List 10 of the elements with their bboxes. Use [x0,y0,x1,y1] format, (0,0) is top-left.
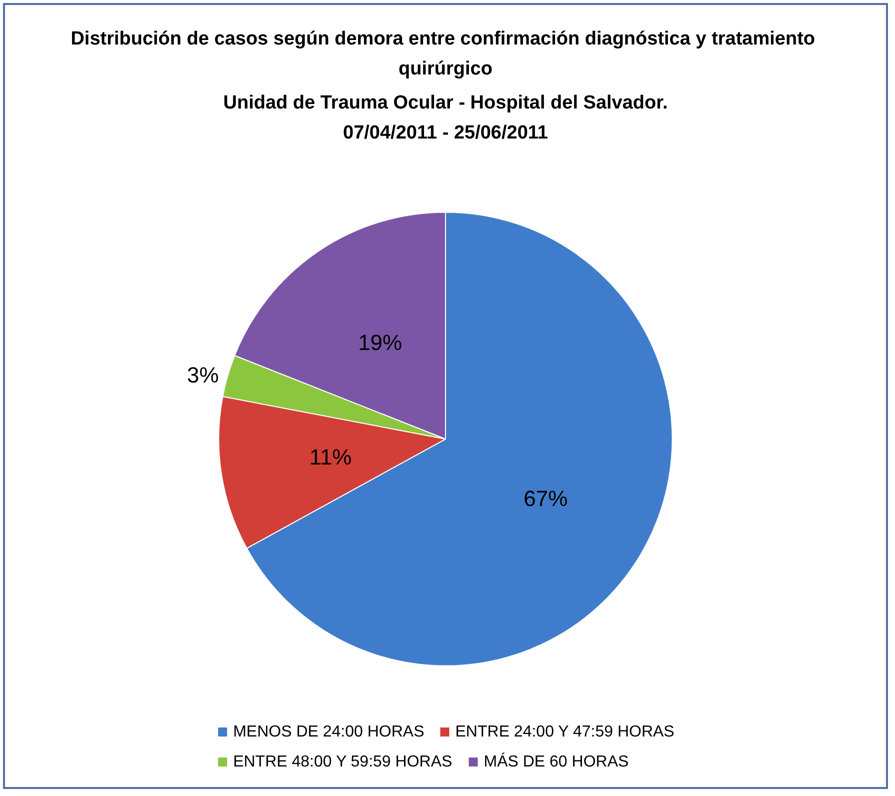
legend-label: MENOS DE 24:00 HORAS [233,724,424,740]
data-label: 19% [358,330,402,356]
data-label: 67% [524,486,568,511]
legend-label: ENTRE 24:00 Y 47:59 HORAS [455,724,674,740]
data-label: 3% [187,362,219,388]
data-label: 11% [309,444,352,470]
chart-title: Distribución de casos según demora entre confirmación diagnóstica y tratamiento quirúrgico [70,28,820,80]
chart-subtitle: Unidad de Trauma Ocular - Hospital del Salvador. 07/04/2011 - 25/06/2011 [223,92,668,144]
legend-label: ENTRE 48:00 Y 59:59 HORAS [233,754,452,770]
legend-label: MÁS DE 60 HORAS [484,752,629,770]
